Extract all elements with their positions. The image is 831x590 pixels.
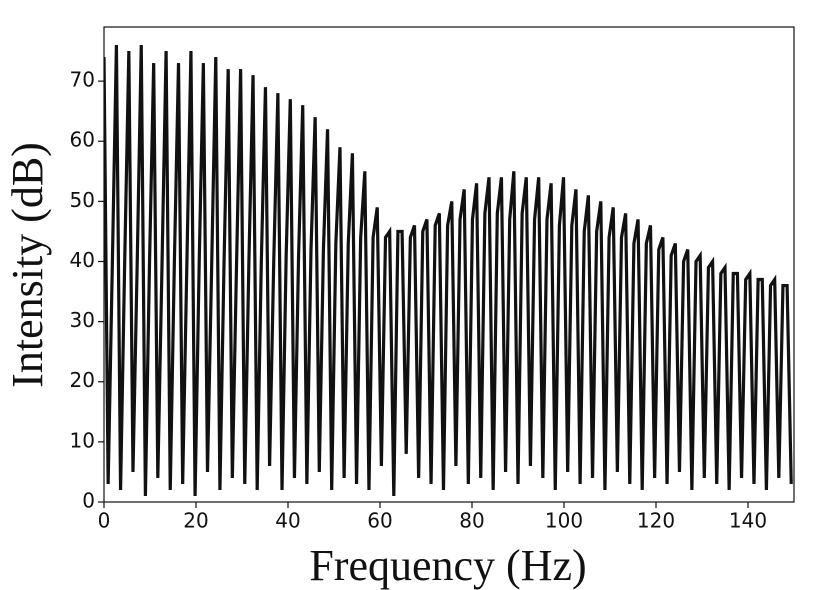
x-tick-label: 40 (275, 509, 300, 533)
x-tick-label: 80 (459, 509, 484, 533)
y-tick-label: 70 (70, 68, 95, 92)
x-tick-label: 120 (637, 509, 675, 533)
y-tick-label: 20 (70, 368, 95, 392)
x-tick-label: 0 (98, 509, 111, 533)
x-tick-label: 60 (367, 509, 392, 533)
x-tick-label: 20 (183, 509, 208, 533)
y-tick-label: 50 (70, 188, 95, 212)
plot-frame (103, 26, 795, 503)
x-axis-label: Frequency (Hz) (309, 541, 586, 590)
spectrum-line (104, 45, 793, 497)
y-tick-label: 40 (70, 248, 95, 272)
y-tick-label: 0 (82, 489, 95, 513)
y-tick-label: 10 (70, 428, 95, 452)
y-tick-label: 60 (70, 128, 95, 152)
x-tick-label: 140 (729, 509, 767, 533)
y-tick-label: 30 (70, 308, 95, 332)
y-axis-label: Intensity (dB) (3, 142, 52, 388)
x-tick-label: 100 (545, 509, 583, 533)
